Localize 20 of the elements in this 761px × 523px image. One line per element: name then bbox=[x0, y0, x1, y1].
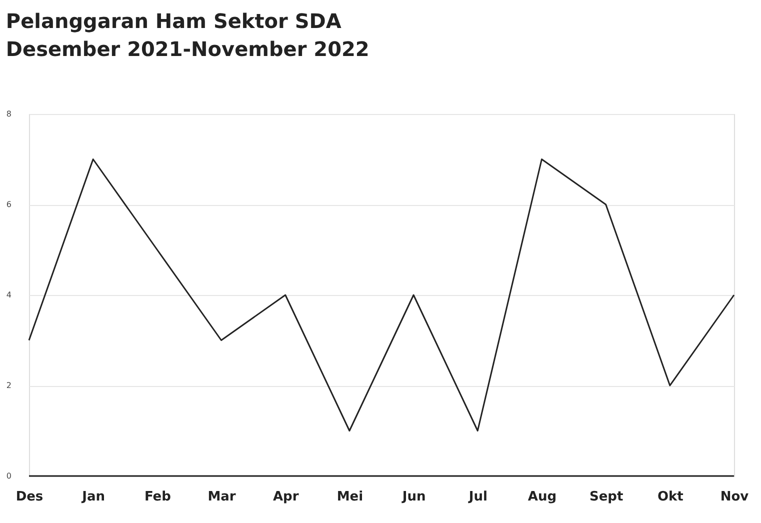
x-tick-label: Mei bbox=[336, 490, 364, 504]
x-tick-label: Jun bbox=[401, 490, 426, 504]
y-tick-label: 4 bbox=[6, 290, 12, 300]
x-tick-label: Jan bbox=[81, 490, 106, 504]
x-tick-label: Jul bbox=[468, 490, 488, 504]
x-tick-label: Sept bbox=[589, 490, 624, 504]
y-tick-label: 2 bbox=[6, 381, 12, 390]
y-tick-label: 8 bbox=[6, 110, 12, 118]
x-tick-label: Okt bbox=[657, 490, 684, 504]
x-tick-label: Des bbox=[16, 490, 44, 504]
y-tick-label: 0 bbox=[6, 472, 12, 480]
x-tick-label: Feb bbox=[144, 490, 171, 504]
x-tick-label: Aug bbox=[528, 490, 557, 504]
line-series bbox=[28, 158, 735, 432]
chart-title: Pelanggaran Ham Sektor SDA bbox=[6, 9, 342, 33]
x-tick-label: Nov bbox=[720, 490, 750, 504]
chart-subtitle: Desember 2021-November 2022 bbox=[6, 37, 370, 61]
x-tick-label: Mar bbox=[208, 490, 236, 504]
x-tick-label: Apr bbox=[272, 490, 300, 504]
y-tick-label: 6 bbox=[6, 200, 12, 209]
